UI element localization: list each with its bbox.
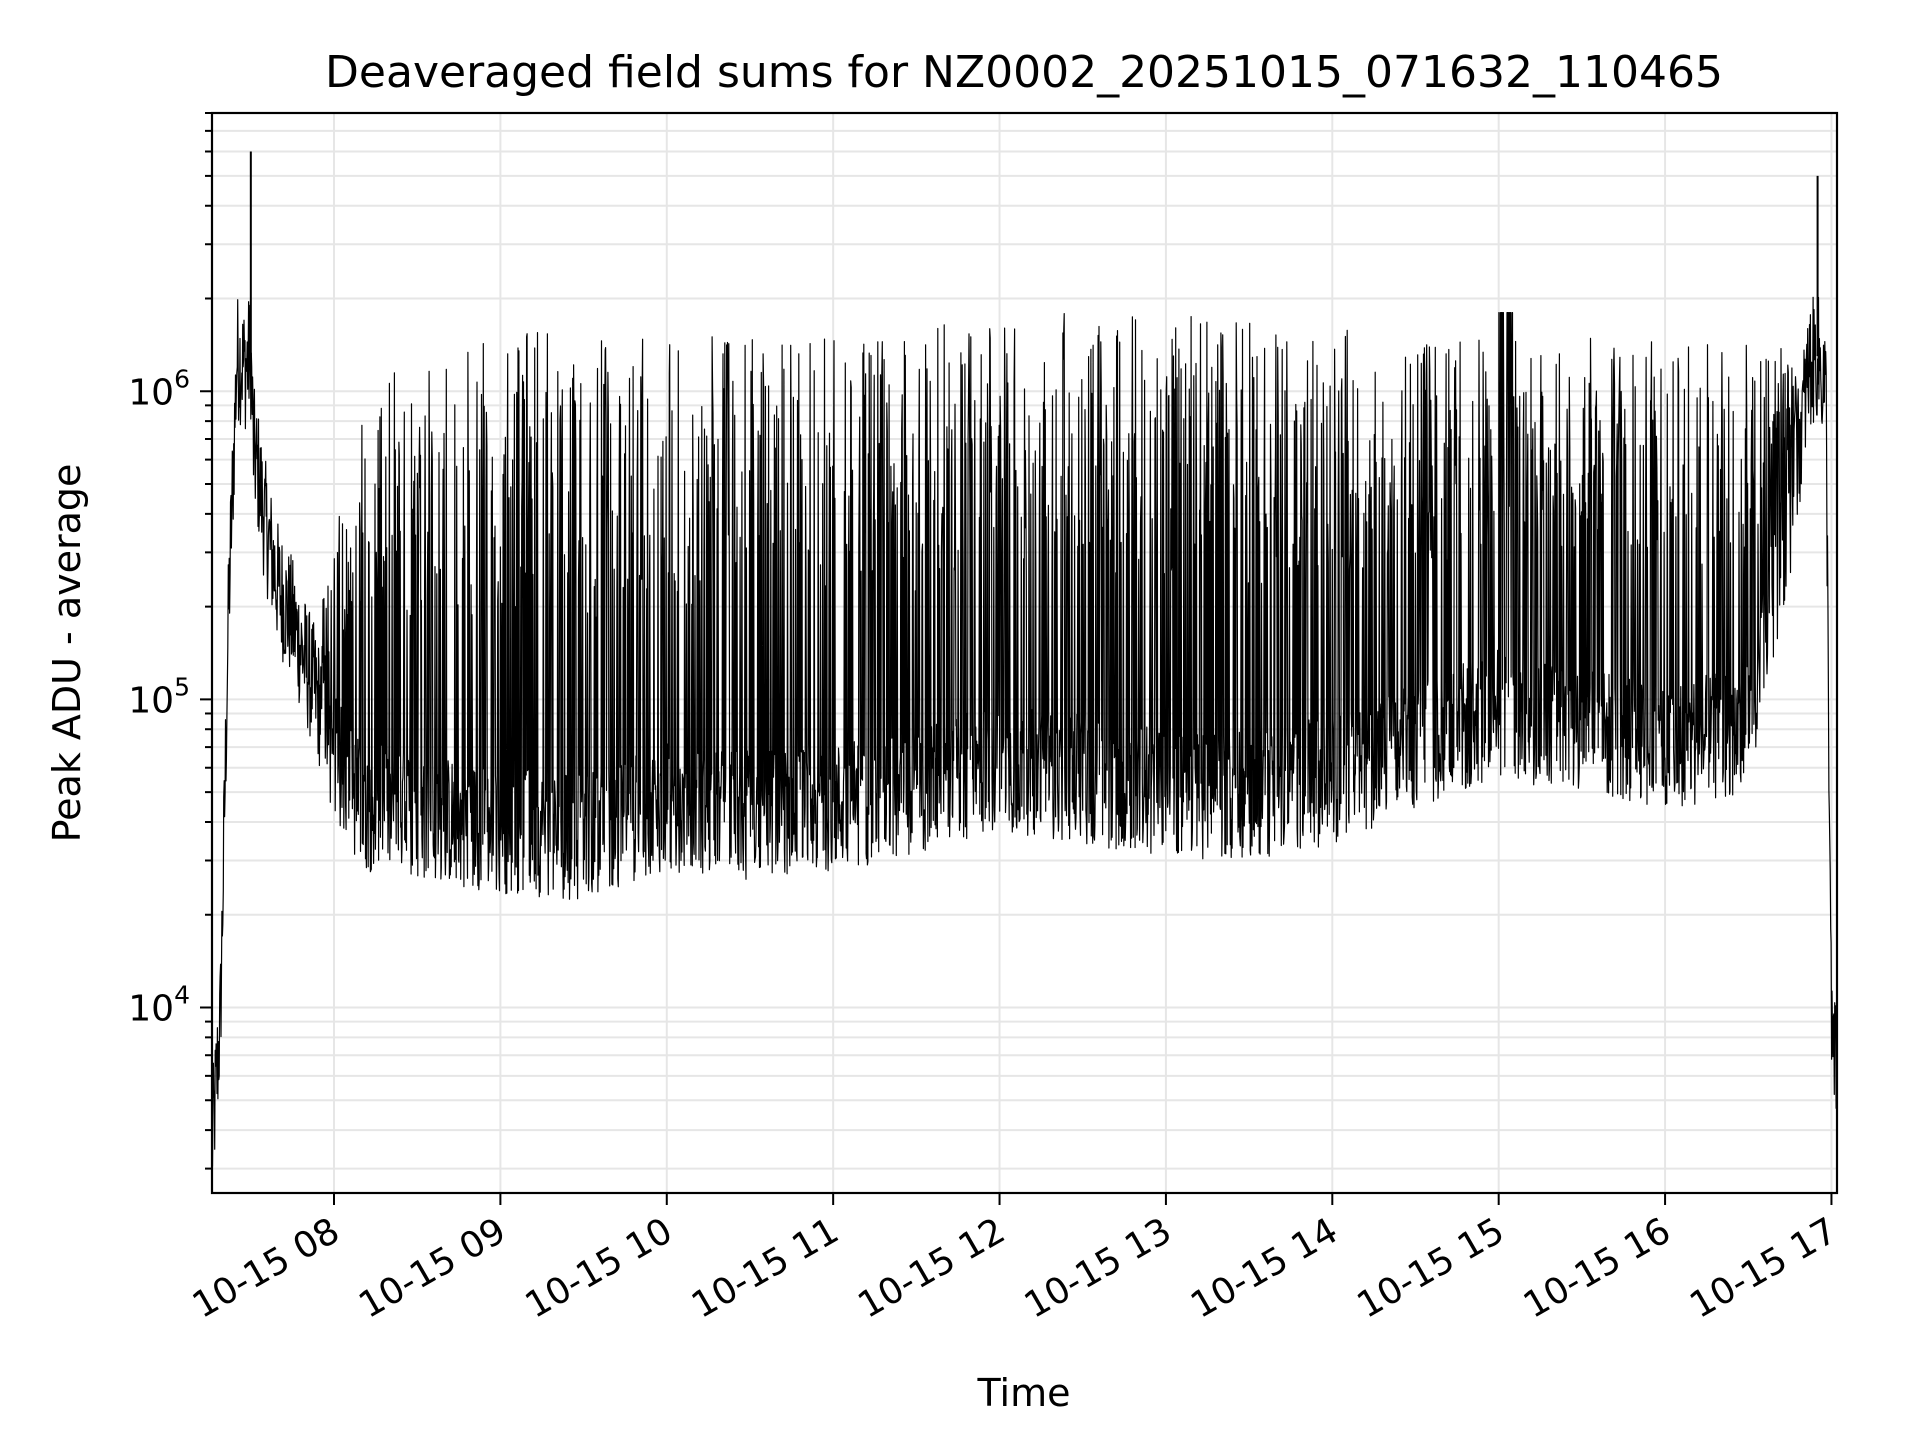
x-tick-label: 10-15 13 [1018,1210,1179,1326]
x-tick-label: 10-15 09 [352,1210,513,1326]
plot-frame [210,111,1839,1195]
x-tick-label: 10-15 15 [1351,1210,1512,1326]
y-axis: 104 105 106 [128,112,212,1170]
x-axis-label: Time [977,1371,1071,1415]
x-tick-label: 10-15 11 [685,1210,846,1326]
y-tick-label: 104 [128,980,190,1029]
x-tick-label: 10-15 14 [1184,1210,1345,1326]
x-tick-label: 10-15 08 [186,1210,347,1326]
y-tick-label: 106 [128,364,190,413]
x-tick-label: 10-15 17 [1683,1210,1844,1326]
x-tick-label: 10-15 10 [519,1210,680,1326]
y-tick-label: 105 [128,672,190,721]
x-axis: 10-15 08 10-15 09 10-15 10 10-15 11 10-15 12… [186,1193,1844,1327]
y-axis-label: Peak ADU - average [45,464,89,843]
series-trace [211,296,1838,1167]
x-tick-label: 10-15 12 [851,1210,1012,1326]
data-series-line [211,151,1838,1167]
chart-title: Deaveraged field sums for NZ0002_2025101… [325,47,1723,98]
x-tick-label: 10-15 16 [1517,1210,1678,1326]
